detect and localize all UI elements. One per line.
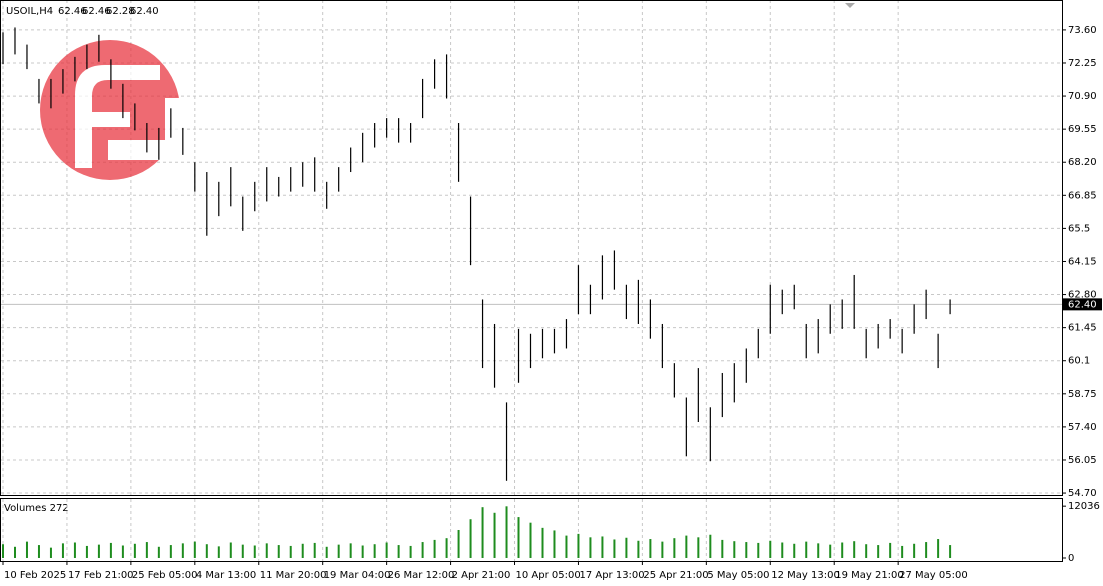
x-tick-label: 11 Mar 20:00: [260, 570, 327, 581]
x-tick-label: 12 May 13:00: [771, 570, 840, 581]
logo-g: [108, 98, 182, 160]
volume-tick-label: 0: [1068, 553, 1074, 564]
header-value: 62.46: [58, 6, 87, 17]
x-tick-label: 4 Mar 13:00: [196, 570, 256, 581]
symbol: USOIL,H4: [6, 6, 53, 17]
x-tick-label: 2 Apr 21:00: [452, 570, 511, 581]
x-tick-label: 10 Feb 2025: [4, 570, 66, 581]
logo-f: [75, 65, 160, 168]
x-tick-label: 10 Apr 05:00: [516, 570, 581, 581]
last-price-label: 62.40: [1068, 299, 1097, 310]
shift-marker: [845, 3, 855, 8]
volume-tick-label: 12036: [1068, 501, 1100, 512]
header-value: 62.28: [106, 6, 135, 17]
x-tick-label: 19 Mar 04:00: [324, 570, 391, 581]
y-tick-label: 72.25: [1068, 58, 1097, 69]
x-tick-label: 17 Apr 13:00: [579, 570, 644, 581]
x-tick-label: 25 Apr 21:00: [643, 570, 708, 581]
volume-title: Volumes 272: [4, 503, 69, 514]
y-tick-label: 70.90: [1068, 91, 1097, 102]
y-tick-label: 65.5: [1068, 223, 1090, 234]
y-tick-label: 56.05: [1068, 455, 1097, 466]
y-tick-label: 69.55: [1068, 124, 1097, 135]
y-tick-label: 54.70: [1068, 488, 1097, 499]
volume-frame: [0, 498, 1063, 562]
x-tick-label: 25 Feb 05:00: [132, 570, 198, 581]
y-tick-label: 60.1: [1068, 356, 1090, 367]
x-tick-label: 19 May 21:00: [835, 570, 904, 581]
x-tick-label: 27 May 05:00: [899, 570, 968, 581]
x-tick-label: 26 Mar 12:00: [388, 570, 455, 581]
y-tick-label: 73.60: [1068, 25, 1097, 36]
header-value: 62.40: [130, 6, 159, 17]
y-tick-label: 58.75: [1068, 389, 1097, 400]
y-tick-label: 68.20: [1068, 157, 1097, 168]
x-tick-label: 5 May 05:00: [707, 570, 769, 581]
y-tick-label: 66.85: [1068, 190, 1097, 201]
last-price-box: [1062, 298, 1102, 311]
y-tick-label: 64.15: [1068, 256, 1097, 267]
x-tick-label: 17 Feb 21:00: [68, 570, 134, 581]
main-frame: [0, 0, 1063, 496]
y-tick-label: 61.45: [1068, 323, 1097, 334]
y-tick-label: 62.80: [1068, 290, 1097, 301]
y-tick-label: 57.40: [1068, 422, 1097, 433]
header-value: 62.46: [82, 6, 111, 17]
